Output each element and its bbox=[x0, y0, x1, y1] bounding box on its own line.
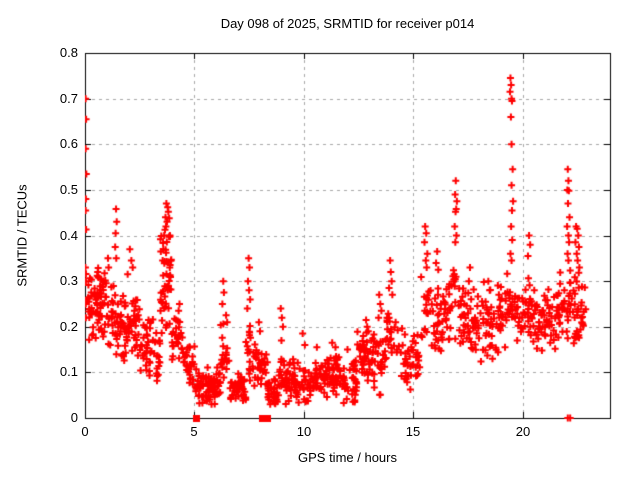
y-tick-label: 0.7 bbox=[59, 91, 78, 106]
x-tick-label: 15 bbox=[405, 424, 421, 439]
chart-title: Day 098 of 2025, SRMTID for receiver p01… bbox=[220, 16, 475, 31]
y-tick-label: 0 bbox=[70, 410, 78, 425]
y-tick-label: 0.5 bbox=[59, 182, 78, 197]
y-tick-label: 0.4 bbox=[59, 228, 78, 243]
y-tick-label: 0.1 bbox=[59, 364, 78, 379]
y-tick-label: 0.8 bbox=[59, 45, 78, 60]
x-axis-label: GPS time / hours bbox=[298, 450, 397, 465]
x-tick-label: 20 bbox=[515, 424, 531, 439]
x-tick-label: 0 bbox=[81, 424, 89, 439]
x-tick-label: 5 bbox=[190, 424, 198, 439]
x-tick-label: 10 bbox=[296, 424, 312, 439]
y-tick-label: 0.3 bbox=[59, 273, 78, 288]
y-axis-label: SRMTID / TECUs bbox=[14, 184, 30, 287]
y-tick-label: 0.2 bbox=[59, 319, 78, 334]
y-tick-label: 0.6 bbox=[59, 136, 78, 151]
